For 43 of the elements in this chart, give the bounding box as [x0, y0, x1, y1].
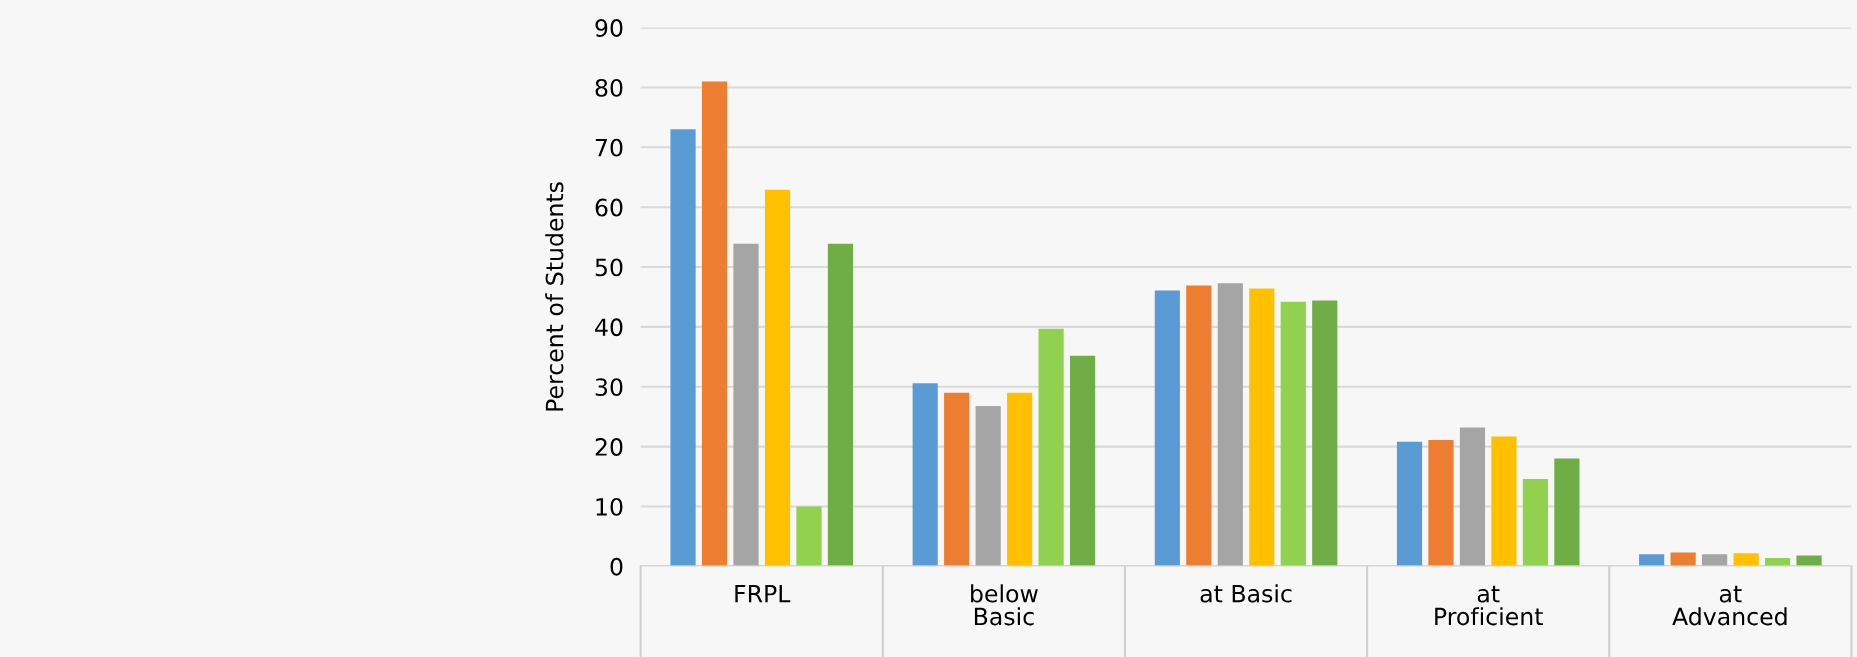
- bar: [1639, 554, 1665, 567]
- bar: [1070, 355, 1096, 567]
- y-tick-label: 40: [595, 318, 623, 337]
- y-tick-label: 60: [595, 198, 623, 217]
- x-tick-label: at Proficient: [1435, 585, 1543, 626]
- x-tick-label: at Basic: [1200, 584, 1292, 603]
- bar: [1280, 301, 1306, 567]
- y-axis-title: Percent of Students: [545, 182, 564, 411]
- y-tick-label: 30: [595, 378, 623, 397]
- x-tick-label: FRPL: [735, 585, 791, 603]
- bar: [796, 506, 822, 567]
- bar: [1702, 554, 1728, 567]
- y-tick-label: 10: [596, 497, 623, 516]
- y-tick-label: 70: [595, 138, 623, 157]
- bar: [1312, 300, 1338, 567]
- x-tick-label: at Advanced: [1672, 585, 1787, 626]
- bar: [764, 189, 791, 567]
- bar: [944, 392, 970, 567]
- y-tick-label: 80: [595, 78, 623, 97]
- bar: [1186, 285, 1212, 567]
- bar: [1217, 283, 1243, 567]
- bar: [1459, 427, 1486, 567]
- bar: [975, 405, 1001, 567]
- bar: [1154, 290, 1180, 567]
- bar: [1396, 441, 1423, 567]
- bar: [1428, 440, 1454, 567]
- y-tick-label: 0: [610, 557, 623, 576]
- bar: [1733, 553, 1759, 567]
- bar: [1554, 458, 1580, 567]
- bar: [1491, 436, 1517, 567]
- bar: [733, 243, 759, 567]
- bar: [670, 129, 696, 567]
- y-tick-label: 50: [595, 258, 623, 277]
- bar: [1522, 478, 1549, 567]
- x-tick-label: below Basic: [971, 584, 1038, 626]
- bar: [1007, 392, 1033, 567]
- bar: [1249, 288, 1275, 567]
- bar: [827, 243, 854, 567]
- bar: [1038, 328, 1064, 567]
- bar: [912, 383, 938, 567]
- y-tick-label: 20: [595, 438, 623, 456]
- y-tick-label: 90: [595, 19, 623, 37]
- bar: [701, 81, 728, 567]
